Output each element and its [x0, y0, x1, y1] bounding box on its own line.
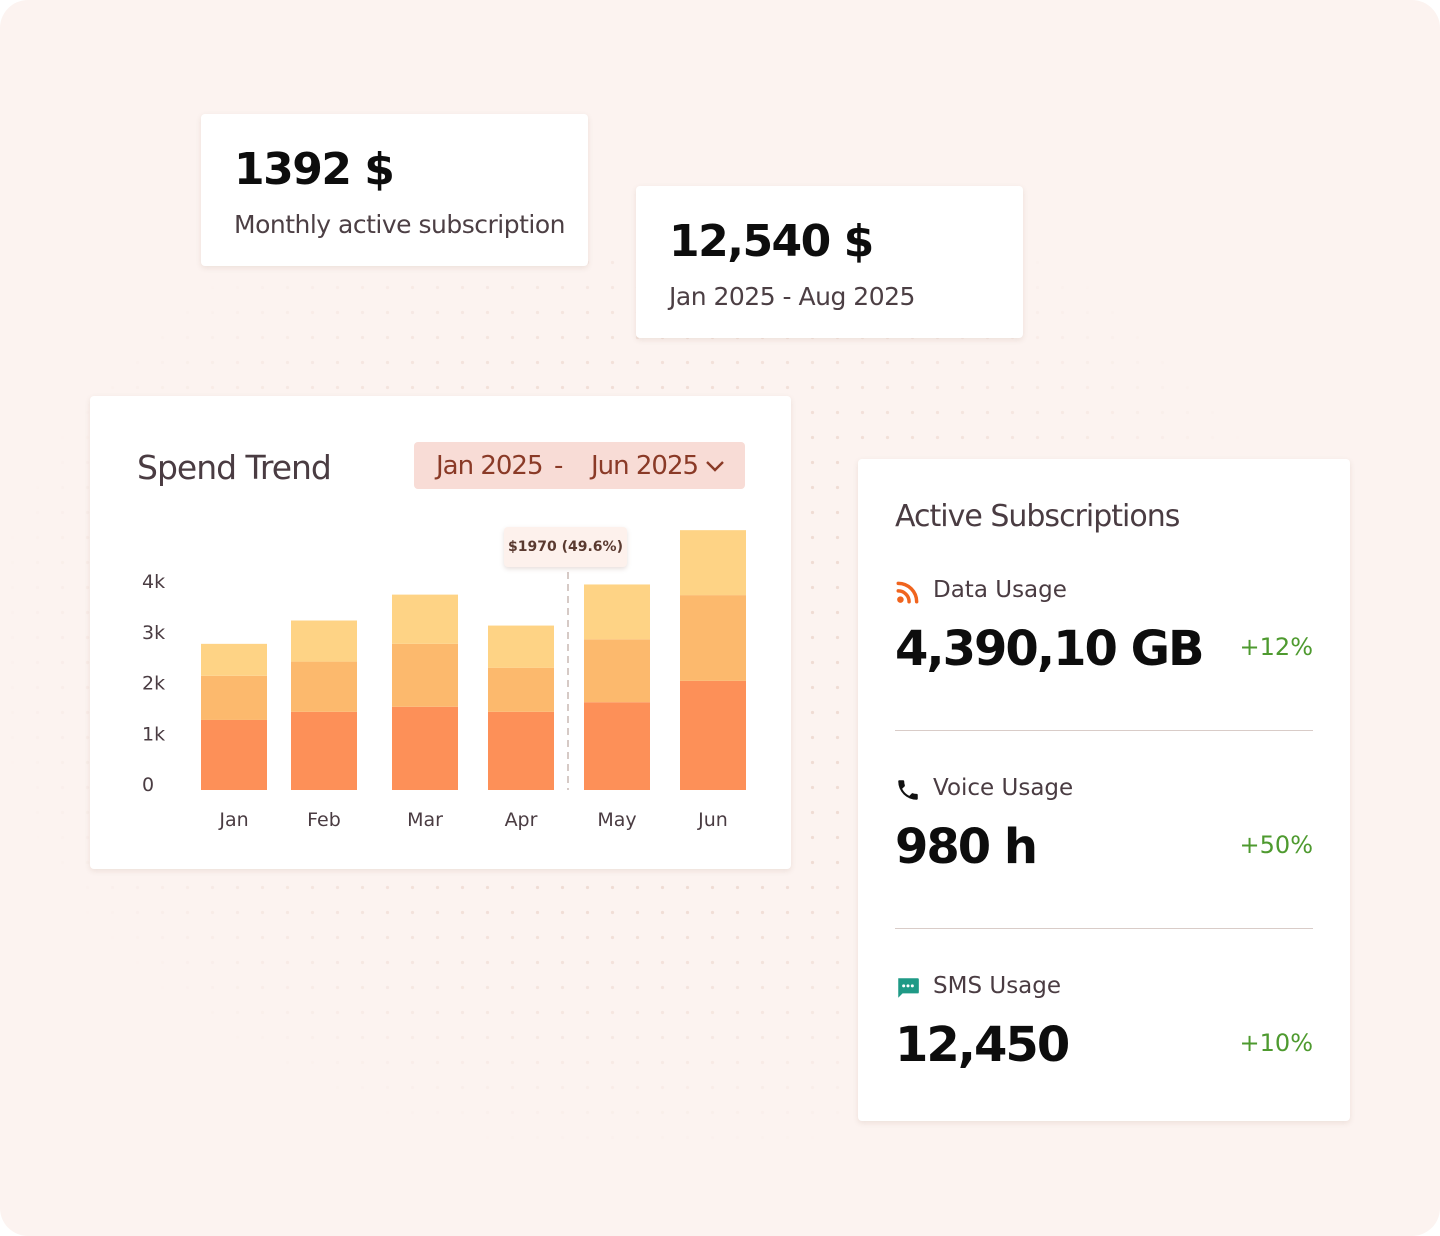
row-label: Voice Usage: [933, 775, 1074, 801]
x-tick-label: Jun: [697, 809, 728, 831]
y-tick-label: 3k: [142, 622, 165, 644]
bar-segment-apr-0: [488, 711, 554, 790]
bar-segment-jun-0: [680, 680, 746, 790]
bar-segment-jan-2: [201, 643, 267, 676]
stat-value: 1392 $: [234, 144, 395, 195]
bar-segment-jan-0: [201, 719, 267, 790]
bar-segment-may-1: [584, 639, 650, 703]
bar-segment-jun-1: [680, 595, 746, 681]
x-tick-label: May: [597, 809, 636, 831]
phone-icon: [898, 780, 918, 800]
chart-tooltip: $1970 (49.6%): [504, 527, 627, 567]
bar-segment-mar-0: [392, 706, 458, 790]
bar-segment-apr-1: [488, 667, 554, 712]
row-value: 12,450: [895, 1017, 1070, 1073]
card-title: Active Subscriptions: [895, 499, 1180, 534]
rss-icon: [896, 581, 919, 604]
card-title: Spend Trend: [137, 448, 332, 487]
y-tick-label: 2k: [142, 673, 165, 695]
stat-label: Monthly active subscription: [234, 210, 565, 239]
x-tick-label: Feb: [307, 809, 341, 831]
y-tick-label: 4k: [142, 571, 165, 593]
row-change: +10%: [1239, 1029, 1313, 1057]
active-subscriptions-card: Active Subscriptions Data Usage 4,390,10…: [858, 459, 1350, 1121]
date-range-dropdown[interactable]: Jan 2025 - Jun 2025: [414, 442, 745, 489]
bar-segment-apr-2: [488, 625, 554, 668]
bar-segment-may-2: [584, 584, 650, 640]
bar-segment-feb-0: [291, 711, 357, 790]
row-value: 4,390,10 GB: [895, 621, 1205, 677]
y-tick-label: 0: [142, 774, 154, 796]
bar-segment-jan-1: [201, 675, 267, 720]
y-tick-label: 1k: [142, 723, 165, 745]
bar-segment-feb-1: [291, 661, 357, 712]
bar-segment-may-0: [584, 702, 650, 790]
chevron-down-icon: [706, 461, 724, 472]
divider: [895, 730, 1313, 731]
bar-segment-jun-2: [680, 530, 746, 596]
total-spend-card: 12,540 $ Jan 2025 - Aug 2025: [636, 186, 1023, 338]
stat-label: Jan 2025 - Aug 2025: [669, 282, 915, 311]
bar-segment-feb-2: [291, 620, 357, 662]
row-change: +12%: [1239, 633, 1313, 661]
range-start: Jan 2025: [436, 451, 544, 481]
stat-value: 12,540 $: [669, 216, 874, 267]
bar-segment-mar-1: [392, 643, 458, 707]
x-tick-label: Mar: [407, 809, 443, 831]
x-tick-label: Apr: [505, 809, 538, 831]
spend-trend-card: Spend Trend Jan 2025 - Jun 2025 0 1k 2k 3k 4…: [90, 396, 791, 869]
monthly-subscription-card: 1392 $ Monthly active subscription: [201, 114, 588, 266]
spend-chart: 0 1k 2k 3k 4k Jan Feb Mar Apr May Jun: [142, 530, 746, 831]
row-change: +50%: [1239, 831, 1313, 859]
range-end: Jun 2025: [591, 451, 699, 481]
range-separator: -: [554, 451, 563, 481]
row-label: SMS Usage: [933, 973, 1062, 999]
message-icon: [898, 978, 919, 998]
bar-segment-mar-2: [392, 594, 458, 644]
row-label: Data Usage: [933, 577, 1067, 603]
divider: [895, 928, 1313, 929]
row-value: 980 h: [895, 819, 1038, 875]
x-tick-label: Jan: [218, 809, 248, 831]
